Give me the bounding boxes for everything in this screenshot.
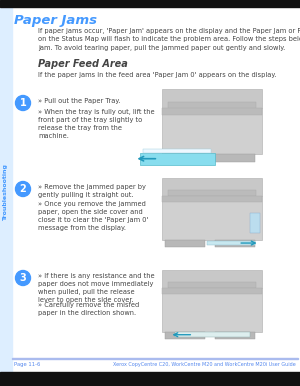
Text: 1: 1 — [20, 98, 26, 108]
Bar — [0, 372, 300, 386]
Bar — [162, 178, 262, 196]
Bar — [168, 190, 256, 196]
Text: If the paper jams in the feed area 'Paper Jam 0' appears on the display.: If the paper jams in the feed area 'Pape… — [38, 72, 276, 78]
Circle shape — [16, 95, 31, 110]
Text: » When the tray is fully out, lift the
front part of the tray slightly to
releas: » When the tray is fully out, lift the f… — [38, 109, 154, 139]
Bar — [162, 270, 262, 288]
Bar — [162, 89, 262, 108]
Circle shape — [16, 181, 31, 196]
Bar — [164, 332, 205, 339]
Bar — [162, 196, 262, 202]
Text: Paper Feed Area: Paper Feed Area — [38, 59, 128, 69]
Bar — [162, 108, 262, 154]
Bar — [164, 154, 205, 162]
Bar — [214, 154, 254, 162]
Text: » Carefully remove the misfed
paper in the direction shown.: » Carefully remove the misfed paper in t… — [38, 302, 139, 316]
Text: » If there is any resistance and the
paper does not move immediately
when pulled: » If there is any resistance and the pap… — [38, 273, 154, 303]
Bar — [0, 7, 12, 372]
Bar — [214, 332, 254, 339]
Bar — [162, 288, 262, 294]
Bar — [168, 282, 256, 288]
Text: If paper jams occur, 'Paper Jam' appears on the display and the Paper Jam or Pap: If paper jams occur, 'Paper Jam' appears… — [38, 28, 300, 51]
Bar — [250, 213, 260, 233]
Text: Xerox CopyCentre C20, WorkCentre M20 and WorkCentre M20i User Guide: Xerox CopyCentre C20, WorkCentre M20 and… — [113, 362, 296, 367]
Text: » Remove the jammed paper by
gently pulling it straight out.: » Remove the jammed paper by gently pull… — [38, 184, 146, 198]
Bar — [162, 288, 262, 332]
Bar — [12, 358, 298, 359]
Bar — [162, 196, 262, 240]
Bar — [214, 240, 254, 247]
Text: 2: 2 — [20, 184, 26, 194]
Text: Troubleshooting: Troubleshooting — [4, 164, 8, 222]
Text: Page 11-6: Page 11-6 — [14, 362, 40, 367]
Bar — [162, 108, 262, 115]
Bar — [175, 332, 250, 337]
Bar — [164, 240, 205, 247]
Text: » Pull out the Paper Tray.: » Pull out the Paper Tray. — [38, 98, 120, 104]
Bar — [140, 153, 214, 165]
Text: Paper Jams: Paper Jams — [14, 14, 97, 27]
Circle shape — [16, 271, 31, 286]
Bar — [143, 149, 211, 153]
Bar — [207, 241, 254, 245]
Text: 3: 3 — [20, 273, 26, 283]
Bar — [168, 102, 256, 108]
Text: » Once you remove the jammed
paper, open the side cover and
close it to clear th: » Once you remove the jammed paper, open… — [38, 201, 148, 231]
Bar — [0, 0, 300, 7]
